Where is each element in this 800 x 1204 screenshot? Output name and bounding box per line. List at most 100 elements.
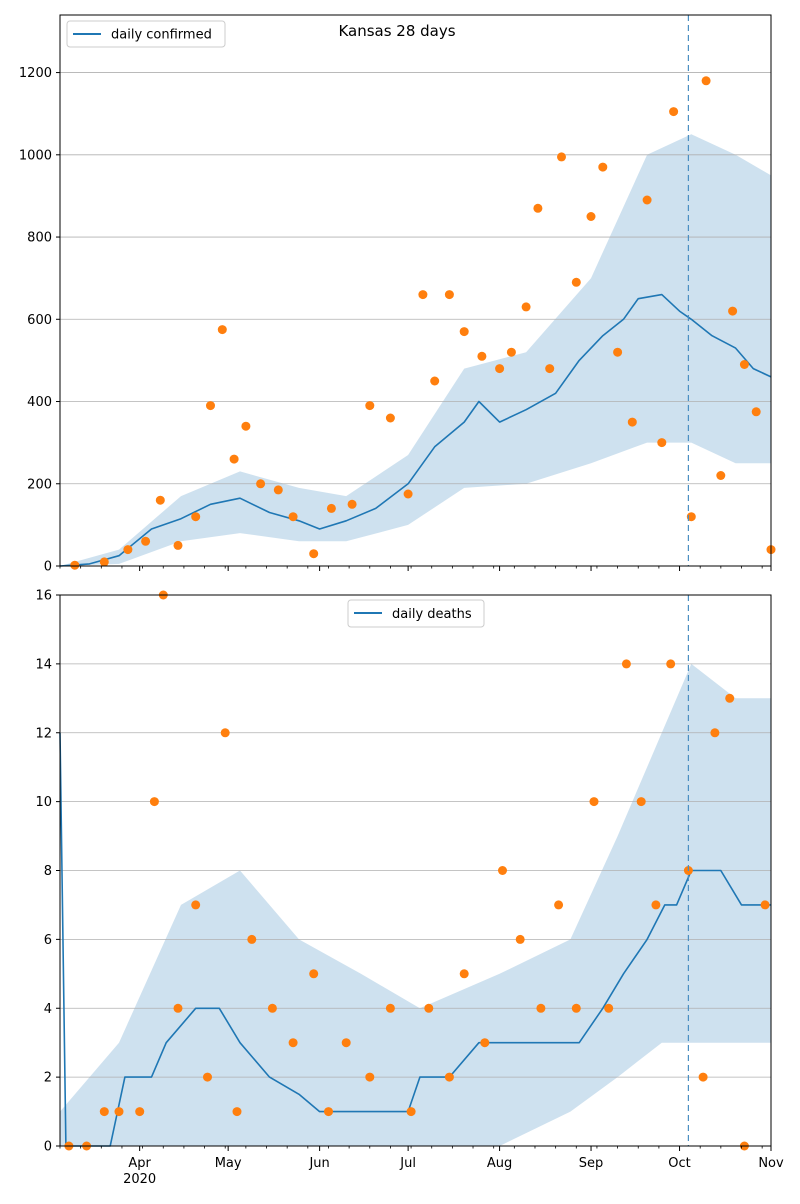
confirmed-observed-point (545, 364, 555, 374)
confirmed-observed-point (521, 302, 531, 312)
deaths-observed-point (571, 1003, 581, 1013)
deaths-x-tick-label: Jun (308, 1156, 329, 1171)
deaths-x-tick-label: Nov (758, 1156, 784, 1171)
confirmed-observed-point (418, 290, 428, 300)
deaths-observed-point (698, 1072, 708, 1082)
deaths-observed-point (480, 1038, 490, 1048)
deaths-observed-point (309, 969, 319, 979)
deaths-y-tick-label: 12 (35, 726, 52, 741)
deaths-y-tick-label: 8 (44, 864, 52, 879)
deaths-observed-point (444, 1072, 454, 1082)
confirmed-observed-point (642, 195, 652, 205)
confirmed-observed-point (495, 364, 505, 374)
confirmed-observed-point (657, 438, 667, 448)
deaths-uncertainty-band (60, 663, 771, 1146)
confirmed-legend-box (66, 20, 226, 48)
deaths-observed-point (536, 1003, 546, 1013)
confirmed-observed-point (430, 376, 440, 386)
confirmed-legend-label: daily confirmed (111, 28, 212, 43)
confirmed-observed-point (477, 351, 487, 361)
deaths-observed-point (621, 659, 631, 669)
confirmed-x-ticks (59, 566, 772, 571)
deaths-y-tick-label: 6 (44, 933, 52, 948)
deaths-bands (60, 663, 771, 1146)
confirmed-observed-point (273, 485, 283, 495)
deaths-observed-point (725, 693, 735, 703)
deaths-observed-point (173, 1003, 183, 1013)
deaths-observed-point (341, 1038, 351, 1048)
confirmed-observed-point (241, 421, 251, 431)
confirmed-observed-point (141, 536, 151, 546)
confirmed-gridlines (60, 72, 771, 485)
deaths-observed-point (267, 1003, 277, 1013)
confirmed-observed-point (444, 290, 454, 300)
confirmed-observed-point (229, 454, 239, 464)
confirmed-plot-frame (59, 14, 772, 567)
deaths-observed-point (203, 1072, 212, 1082)
deaths-observed-point (760, 900, 770, 910)
deaths-legend-box (347, 599, 485, 628)
deaths-y-ticks: 0 2 4 6 8 10 12 14 16 (35, 589, 60, 1155)
deaths-observed-point (424, 1003, 434, 1013)
deaths-observed-point (710, 728, 720, 738)
deaths-x-tick-label: 2020 (123, 1172, 156, 1187)
confirmed-observed-point (123, 545, 133, 555)
confirmed-observed-point (728, 306, 738, 316)
confirmed-observed-point (459, 327, 469, 337)
confirmed-observed-point (173, 540, 183, 550)
deaths-observed-point (604, 1003, 614, 1013)
deaths-observed-point (232, 1107, 242, 1117)
confirmed-observed-point (751, 407, 761, 417)
confirmed-y-tick-label: 1000 (19, 148, 52, 163)
deaths-y-tick-label: 10 (35, 795, 52, 810)
confirmed-observed-point (506, 347, 516, 357)
deaths-legend-label: daily deaths (392, 607, 472, 622)
confirmed-observed-point (309, 549, 319, 559)
deaths-x-tick-label: Aug (487, 1156, 512, 1171)
deaths-x-tick-label: May (215, 1156, 242, 1171)
confirmed-observed-point (191, 512, 201, 522)
deaths-observed-point (651, 900, 661, 910)
deaths-observed-point (459, 969, 469, 979)
deaths-observed-point (191, 900, 201, 910)
deaths-observed-point (636, 797, 646, 807)
confirmed-observed-point (739, 360, 749, 369)
confirmed-legend: daily confirmed (66, 20, 226, 48)
confirmed-observed-point (686, 512, 696, 522)
confirmed-observed-point (155, 495, 165, 505)
deaths-observed-point (365, 1072, 375, 1082)
deaths-observed-point (554, 900, 564, 910)
deaths-observed-point (589, 797, 599, 807)
confirmed-y-ticks: 0 200 400 600 800 1000 1200 (19, 66, 60, 575)
confirmed-observed-point (206, 401, 215, 411)
deaths-observed-point (498, 866, 507, 875)
confirmed-observed-point (586, 212, 596, 221)
deaths-x-tick-label: Sep (579, 1156, 604, 1171)
confirmed-observed-point (701, 76, 711, 86)
deaths-x-tick-label: Oct (668, 1156, 690, 1171)
deaths-observed-point (220, 728, 230, 738)
confirmed-series (59, 293, 772, 567)
confirmed-y-tick-label: 0 (44, 560, 52, 575)
deaths-observed-point (247, 934, 257, 944)
deaths-observed-point (149, 797, 159, 807)
confirmed-y-tick-label: 200 (27, 477, 52, 492)
confirmed-observed-point (385, 413, 395, 423)
confirmed-observed-point (403, 489, 413, 499)
confirmed-observed-point (613, 347, 623, 357)
deaths-legend: daily deaths (347, 599, 485, 628)
confirmed-observed-point (571, 277, 581, 287)
confirmed-observed-point (326, 503, 336, 513)
confirmed-observed-point (217, 325, 227, 335)
confirmed-y-tick-label: 600 (27, 313, 52, 328)
deaths-series (59, 732, 771, 1147)
deaths-x-tick-label: Apr (128, 1156, 151, 1171)
confirmed-observed-point (533, 203, 543, 213)
confirmed-points (70, 76, 776, 570)
deaths-points (64, 590, 770, 1151)
deaths-y-tick-label: 16 (35, 589, 52, 604)
confirmed-observed-point (598, 162, 608, 172)
